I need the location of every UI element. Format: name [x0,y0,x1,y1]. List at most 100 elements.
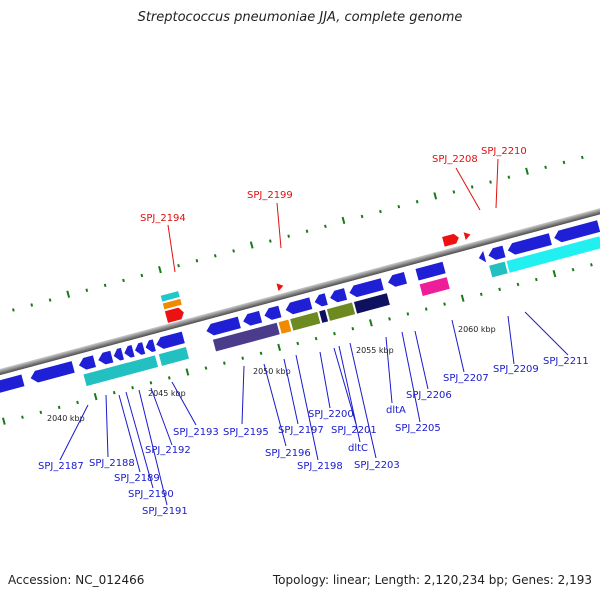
cds-arrow [349,278,384,298]
tick-mark [571,267,575,272]
tick-mark [305,229,309,233]
cds-arrow [264,305,282,320]
gene-label: SPJ_2192 [145,445,191,456]
tick-mark [131,386,134,390]
cds-arrow [113,347,124,361]
gene-label: SPJ_2211 [543,356,589,367]
feature-olive [290,311,321,331]
cds-arrow [156,331,185,349]
leader-line [295,354,319,461]
tick-mark [516,282,520,287]
tick-mark [103,283,107,288]
leader-line [118,394,141,473]
feature-cyan [160,291,180,302]
gene-label: dltC [348,443,368,454]
gene-label: SPJ_2187 [38,461,84,472]
tick-mark [333,331,336,336]
cds-arrow [145,339,156,352]
tick-mark [140,273,144,278]
tick-mark [369,319,373,327]
tick-mark [525,167,529,175]
tick-mark [85,288,89,292]
leader-line [105,394,109,458]
gene-label: SPJ_2206 [406,390,452,401]
gene-label: SPJ_2199 [247,190,293,201]
leader-line [349,342,377,459]
feature-cyan [489,261,508,278]
gene-label: dltA [386,405,406,416]
tick-mark [57,405,61,410]
tick-mark [268,239,272,243]
gene-label: SPJ_2189 [114,473,160,484]
tick-mark [185,368,190,376]
tick-mark [433,192,438,200]
leader-line [333,347,357,425]
tick-mark [397,204,401,209]
tick-mark [489,180,492,184]
leader-line [524,311,569,356]
tick-mark [562,160,566,165]
leader-line [138,389,168,506]
tick-mark [360,214,364,219]
tick-mark [479,292,483,296]
genome-backbone [0,203,600,381]
leader-line [414,330,429,390]
scale-tick-label: 2050 kbp [253,367,291,376]
upper-tick-marks [12,155,584,312]
tick-mark [379,209,382,214]
cds-arrow [134,342,146,355]
accession-text: Accession: NC_012466 [8,573,145,587]
leader-line [276,202,282,249]
leader-line [263,363,287,447]
cds-arrow [98,350,114,365]
feature-navy [353,293,390,314]
leader-line [319,351,331,409]
scale-tick-label: 2045 kbp [148,389,186,398]
leader-line [495,158,499,209]
leader-line [150,387,173,446]
leader-line [385,336,393,404]
gene-label: SPJ_2200 [308,409,354,420]
tick-mark [213,254,217,258]
tick-mark [580,155,584,160]
tick-mark [76,400,79,405]
tick-mark [222,361,226,365]
scale-labels: 2040 kbp 2045 kbp 2050 kbp 2055 kbp 2060… [47,325,496,423]
gene-label: SPJ_2208 [432,154,478,165]
tick-mark [39,410,43,415]
tick-mark [443,302,446,306]
cds-arrow [314,293,328,307]
cds-block [415,261,446,281]
cds-arrow [285,297,313,315]
cds-arrow [78,355,96,370]
reverse-features [0,220,600,397]
leader-line [451,319,465,373]
tick-mark [470,185,474,189]
gene-label: SPJ_2188 [89,458,135,469]
tick-mark [324,224,327,229]
tick-mark [388,317,391,321]
gene-label: SPJ_2190 [128,489,174,500]
feature-red-small [463,232,471,240]
tick-mark [287,234,291,238]
feature-red-small [276,283,284,292]
gene-label: SPJ_2198 [297,461,343,472]
cds-arrow [507,233,552,255]
tick-mark [167,376,171,380]
lower-tick-marks [1,263,593,425]
leader-line [167,224,176,273]
tick-mark [204,366,208,370]
tick-mark [452,190,456,194]
cds-arrow [30,361,75,383]
tick-mark [277,343,282,352]
tick-mark [590,263,593,267]
feature-magenta [419,277,450,296]
tick-mark [149,381,153,385]
leader-line [338,345,361,443]
gene-label: SPJ_2201 [331,425,377,436]
tick-mark [122,278,125,283]
gene-label: SPJ_2209 [493,364,539,375]
tick-mark [112,390,116,395]
gene-label: SPJ_2191 [142,506,188,517]
